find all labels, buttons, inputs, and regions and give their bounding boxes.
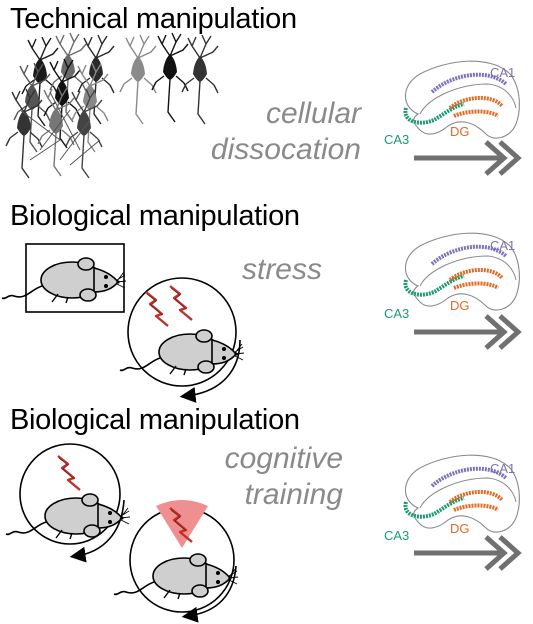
neuron-network (5, 32, 115, 179)
dg-label: DG (450, 298, 470, 313)
ca3-label: CA3 (384, 528, 409, 543)
ca3-label: CA3 (384, 306, 409, 321)
panel-3-title: Biological manipulation (10, 404, 300, 436)
hippocampus-diagram: CA1 CA3 DG (384, 453, 522, 569)
rotation-arrow (69, 499, 125, 563)
panel-1-title: Technical manipulation (10, 3, 297, 35)
shock-zone (156, 500, 208, 548)
rotation-arrow (181, 565, 237, 623)
caption-line: cognitive (224, 442, 343, 475)
caption-line: training (244, 478, 343, 511)
dg-label: DG (450, 124, 470, 139)
caption-cellular-dissociation: cellular dissocation (211, 96, 361, 168)
double-arrow-icon (414, 142, 518, 174)
ca1-label: CA1 (490, 65, 515, 80)
caption-line: dissocation (210, 133, 361, 166)
ca1-label: CA1 (490, 238, 515, 253)
caption-line: stress (241, 253, 322, 286)
caption-cognitive-training: cognitive training (225, 441, 343, 513)
caption-stress: stress (242, 252, 322, 288)
ca1-label: CA1 (490, 461, 515, 476)
double-arrow-icon (414, 316, 518, 348)
dg-label: DG (450, 521, 470, 536)
ca3-label: CA3 (384, 132, 409, 147)
dissociated-neurons (119, 32, 219, 125)
rotation-arrow (179, 339, 241, 403)
panel-2-title: Biological manipulation (10, 200, 300, 232)
double-arrow-icon (414, 537, 518, 569)
caption-line: cellular (265, 97, 361, 130)
hippocampus-diagram: CA1 CA3 DG (384, 59, 522, 174)
hippocampus-diagram: CA1 CA3 DG (384, 231, 522, 348)
